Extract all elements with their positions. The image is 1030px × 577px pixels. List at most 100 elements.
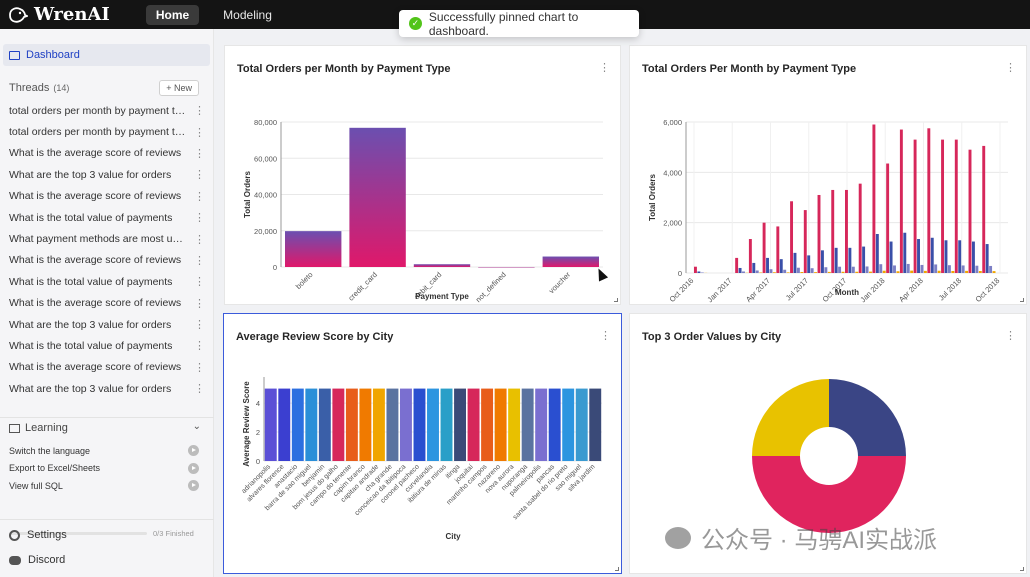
resize-handle[interactable]	[615, 567, 619, 571]
thread-item-label: What are the top 3 value for orders	[9, 318, 172, 331]
more-vertical-icon[interactable]: ⋮	[194, 190, 205, 203]
bar	[947, 265, 951, 273]
thread-item[interactable]: What is the total value of payments ⋮	[9, 207, 205, 228]
sidebar-item-dashboard[interactable]: Dashboard	[3, 44, 210, 66]
learning-header[interactable]: Learning ⌄	[9, 421, 201, 434]
new-thread-button[interactable]: + New	[159, 80, 199, 96]
thread-item[interactable]: What is the average score of reviews ⋮	[9, 143, 205, 164]
bar	[769, 269, 773, 273]
bar	[735, 257, 739, 273]
bar	[913, 139, 917, 273]
settings-button[interactable]: Settings	[9, 529, 67, 541]
bar	[562, 388, 575, 461]
more-vertical-icon[interactable]: ⋮	[1005, 330, 1016, 342]
bar	[841, 271, 845, 273]
more-vertical-icon[interactable]: ⋮	[194, 383, 205, 396]
thread-item[interactable]: What is the average score of reviews ⋮	[9, 250, 205, 271]
bar	[508, 388, 521, 461]
chevron-down-icon[interactable]: ⌄	[192, 421, 201, 432]
learning-item[interactable]: Export to Excel/Sheets	[9, 460, 199, 478]
bar	[899, 129, 903, 273]
thread-item[interactable]: What is the total value of payments ⋮	[9, 271, 205, 292]
more-vertical-icon[interactable]: ⋮	[194, 126, 205, 139]
bar	[920, 264, 924, 273]
more-vertical-icon[interactable]: ⋮	[194, 147, 205, 160]
thread-item[interactable]: What is the average score of reviews ⋮	[9, 186, 205, 207]
bar	[278, 388, 291, 461]
y-axis-label: Total Orders	[648, 173, 657, 221]
more-vertical-icon[interactable]: ⋮	[194, 361, 205, 374]
nav-modeling[interactable]: Modeling	[223, 7, 272, 22]
thread-item[interactable]: total orders per month by payment type ⋮	[9, 121, 205, 142]
bar	[992, 271, 996, 273]
x-tick-label: Jul 2018	[937, 276, 963, 302]
bar	[454, 388, 466, 461]
y-tick-label: 60,000	[254, 154, 277, 163]
thread-item[interactable]: What is the total value of payments ⋮	[9, 335, 205, 356]
more-vertical-icon[interactable]: ⋮	[194, 105, 205, 118]
y-tick-label: 0	[273, 263, 277, 272]
more-vertical-icon[interactable]: ⋮	[194, 276, 205, 289]
watermark: 公众号 · 马骋AI实战派	[665, 520, 937, 555]
bar	[793, 252, 797, 273]
chart-card-top-order-values[interactable]: Top 3 Order Values by City ⋮	[629, 313, 1027, 574]
bar	[831, 189, 835, 273]
discord-link[interactable]: Discord	[9, 554, 65, 566]
nav-home[interactable]: Home	[145, 4, 200, 25]
more-vertical-icon[interactable]: ⋮	[194, 169, 205, 182]
bar	[934, 264, 938, 273]
bar	[903, 232, 907, 273]
thread-item[interactable]: What is the average score of reviews ⋮	[9, 357, 205, 378]
toast-notification: ✓ Successfully pinned chart to dashboard…	[399, 10, 639, 38]
bar	[906, 263, 910, 273]
resize-handle[interactable]	[1020, 298, 1024, 302]
chart-card-orders-per-month[interactable]: Total Orders Per Month by Payment Type ⋮…	[629, 45, 1027, 305]
bar	[759, 272, 763, 273]
bar	[978, 270, 982, 273]
learning-item-label: Switch the language	[9, 445, 91, 456]
more-vertical-icon[interactable]: ⋮	[194, 340, 205, 353]
bar	[481, 388, 494, 461]
learning-item[interactable]: View full SQL	[9, 477, 199, 495]
more-vertical-icon[interactable]: ⋮	[599, 62, 610, 74]
more-vertical-icon[interactable]: ⋮	[600, 330, 611, 342]
more-vertical-icon[interactable]: ⋮	[194, 212, 205, 225]
thread-item[interactable]: What is the average score of reviews ⋮	[9, 293, 205, 314]
watermark-text: 公众号 · 马骋AI实战派	[701, 527, 938, 554]
more-vertical-icon[interactable]: ⋮	[194, 254, 205, 267]
bar	[807, 255, 811, 273]
thread-item-label: What is the total value of payments	[9, 211, 173, 224]
learning-label: Learning	[25, 422, 68, 434]
y-tick-label: 20,000	[254, 227, 277, 236]
bar	[738, 267, 742, 273]
sidebar-item-label: Dashboard	[26, 49, 80, 61]
resize-handle[interactable]	[1020, 567, 1024, 571]
resize-handle[interactable]	[614, 298, 618, 302]
bar	[838, 266, 842, 273]
x-tick-label: Jul 2017	[784, 276, 810, 302]
more-vertical-icon[interactable]: ⋮	[194, 297, 205, 310]
bar	[923, 270, 927, 273]
thread-item[interactable]: What are the top 3 value for orders ⋮	[9, 164, 205, 185]
bar	[372, 388, 385, 461]
more-vertical-icon[interactable]: ⋮	[194, 319, 205, 332]
thread-item-label: total orders per month by payment type	[9, 126, 187, 139]
more-vertical-icon[interactable]: ⋮	[1005, 62, 1016, 74]
thread-item[interactable]: What are the top 3 value for orders ⋮	[9, 378, 205, 399]
thread-item[interactable]: What are the top 3 value for orders ⋮	[9, 314, 205, 335]
x-tick-label: credit_card	[346, 270, 379, 303]
chart-card-orders-by-payment-type[interactable]: Total Orders per Month by Payment Type ⋮…	[224, 45, 621, 305]
more-vertical-icon[interactable]: ⋮	[194, 233, 205, 246]
bar	[359, 388, 372, 461]
app-logo[interactable]: WrenAI	[8, 4, 110, 25]
learning-item[interactable]: Switch the language	[9, 442, 199, 460]
bar	[820, 250, 824, 273]
thread-item[interactable]: What payment methods are most used ⋮	[9, 228, 205, 249]
bar	[318, 388, 331, 461]
bar	[927, 128, 931, 273]
bar	[762, 222, 766, 273]
bar	[742, 271, 745, 273]
thread-item[interactable]: total orders per month by payment type ⋮	[9, 100, 205, 121]
x-tick-label: Apr 2017	[744, 276, 772, 304]
chart-card-review-score-by-city[interactable]: Average Review Score by City ⋮ 0 2 4 adrian…	[223, 313, 622, 574]
